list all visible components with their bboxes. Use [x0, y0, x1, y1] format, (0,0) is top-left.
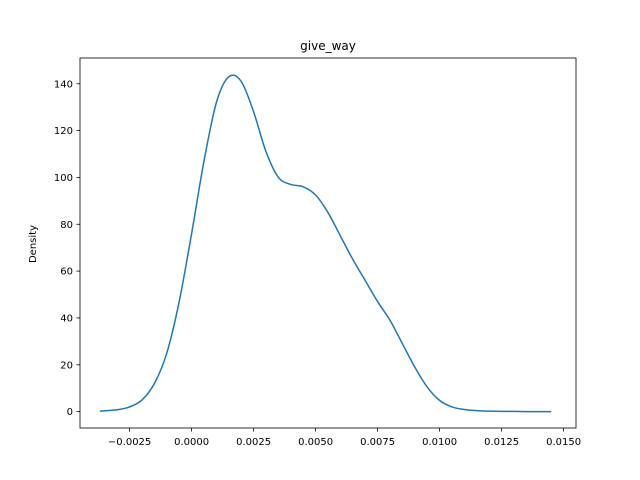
y-tick-label: 100 — [54, 173, 73, 184]
y-tick-label: 80 — [60, 220, 73, 231]
plot-area — [99, 74, 552, 413]
density-line — [99, 74, 552, 413]
x-tick-label: 0.0025 — [236, 437, 271, 448]
y-tick-label: 140 — [54, 79, 73, 90]
x-tick-label: 0.0050 — [298, 437, 333, 448]
x-tick-label: 0.0150 — [546, 437, 581, 448]
y-tick-label: 20 — [60, 360, 73, 371]
x-tick-label: −0.0025 — [108, 437, 151, 448]
y-tick-label: 40 — [60, 313, 73, 324]
y-axis: 0 20 40 60 80 100 120 140 — [54, 79, 80, 418]
x-tick-label: 0.0125 — [484, 437, 519, 448]
plot-frame — [79, 57, 577, 429]
chart-title: give_way — [300, 39, 356, 53]
x-tick-label: 0.0100 — [422, 437, 457, 448]
x-tick-label: 0.0000 — [174, 437, 209, 448]
y-axis-label: Density — [28, 225, 39, 263]
x-tick-label: 0.0075 — [360, 437, 395, 448]
y-tick-label: 60 — [60, 267, 73, 278]
x-axis: −0.0025 0.0000 0.0025 0.0050 0.0075 0.0100 0.0… — [108, 428, 581, 448]
y-tick-label: 120 — [54, 126, 73, 137]
y-tick-label: 0 — [67, 407, 73, 418]
